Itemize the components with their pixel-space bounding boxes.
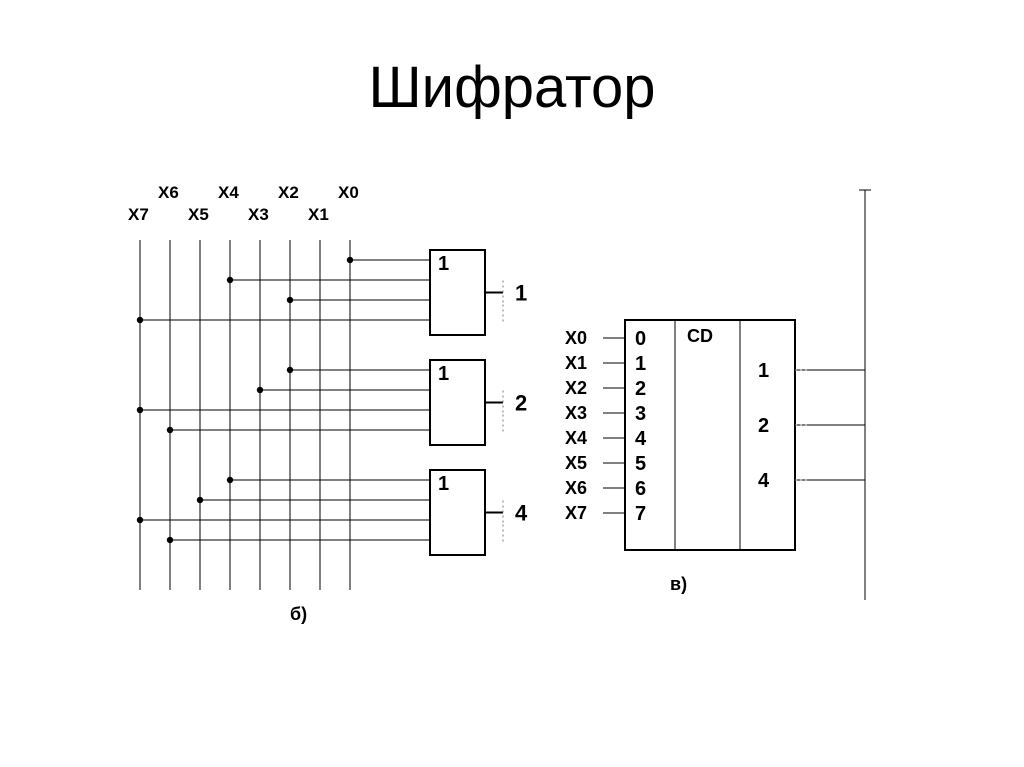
svg-text:1: 1 [438,363,449,385]
svg-text:X6: X6 [158,183,179,202]
svg-text:2: 2 [515,391,527,416]
svg-text:X0: X0 [565,328,587,348]
svg-text:4: 4 [515,501,528,526]
svg-text:X7: X7 [128,205,149,224]
svg-text:CD: CD [687,326,713,346]
encoder-block-symbol: CD X0 0 X1 1 X2 2 X3 3 X4 4 X5 5 X6 6 X7 7 1 2 4 в) [555,180,875,620]
svg-text:5: 5 [635,453,646,475]
svg-text:X3: X3 [248,205,269,224]
svg-text:X2: X2 [278,183,299,202]
svg-text:X4: X4 [565,428,587,448]
svg-text:X5: X5 [188,205,209,224]
svg-text:в): в) [670,574,687,594]
svg-text:X2: X2 [565,378,587,398]
svg-text:2: 2 [758,415,769,437]
svg-text:3: 3 [635,403,646,425]
svg-text:4: 4 [758,470,770,492]
svg-text:б): б) [290,604,307,624]
page-title: Шифратор [0,54,1024,121]
svg-text:X3: X3 [565,403,587,423]
svg-text:X7: X7 [565,503,587,523]
svg-text:7: 7 [635,503,646,525]
svg-text:X1: X1 [565,353,587,373]
svg-text:6: 6 [635,478,646,500]
svg-text:X1: X1 [308,205,329,224]
svg-text:1: 1 [438,473,449,495]
svg-text:1: 1 [515,281,527,306]
page: Шифратор X6 X4 X2 X0 X7 X5 X3 X1 1 1 1 2 1 4 б) CD X0 0 X… [0,0,1024,767]
svg-text:0: 0 [635,328,646,350]
encoder-gate-diagram: X6 X4 X2 X0 X7 X5 X3 X1 1 1 1 2 1 4 б) [120,180,550,630]
svg-text:X4: X4 [218,183,239,202]
svg-text:X6: X6 [565,478,587,498]
svg-text:1: 1 [438,253,449,275]
svg-text:1: 1 [635,353,646,375]
svg-text:1: 1 [758,360,769,382]
svg-text:4: 4 [635,428,647,450]
svg-text:2: 2 [635,378,646,400]
svg-text:X0: X0 [338,183,359,202]
svg-text:X5: X5 [565,453,587,473]
